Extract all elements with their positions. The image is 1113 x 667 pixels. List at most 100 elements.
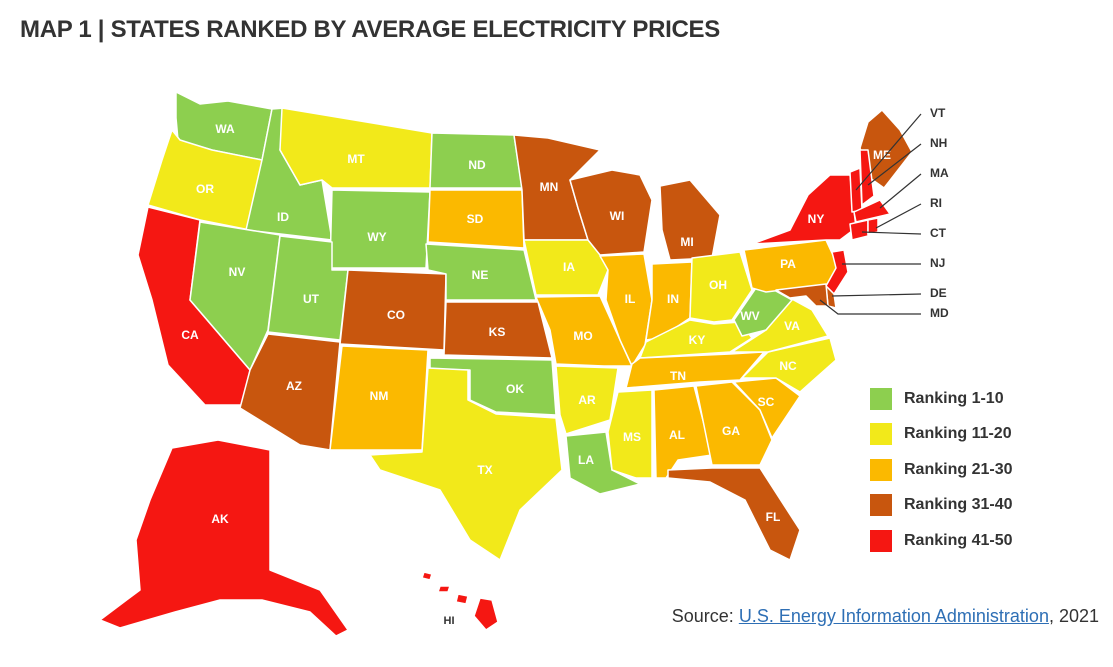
label-IL: IL [625,292,636,306]
label-SC: SC [758,395,775,409]
state-MD[interactable] [775,283,829,307]
leader-DE [831,293,922,297]
source-suffix: , 2021 [1048,606,1099,626]
label-LA: LA [578,453,594,467]
legend-swatch [870,387,892,410]
state-HI-island-4[interactable] [421,571,433,581]
label-HI: HI [444,615,455,627]
callout-MD: MD [930,306,949,320]
leader-VT [855,113,922,191]
state-HI[interactable] [473,597,499,631]
label-KY: KY [689,333,706,347]
legend-label: Ranking 31-40 [904,496,1013,514]
label-WV: WV [740,309,759,323]
state-HI-island-2[interactable] [455,593,469,605]
label-SD: SD [467,212,484,226]
label-AL: AL [669,428,685,442]
state-MA[interactable] [853,199,891,223]
leader-NH [867,143,922,186]
legend-label: Ranking 1-10 [904,389,1004,407]
leader-CT [861,231,922,235]
state-WI[interactable] [569,169,653,256]
state-RI[interactable] [867,217,879,235]
state-HI-island-3[interactable] [437,585,451,593]
legend-swatch [870,423,892,446]
label-FL: FL [766,510,781,524]
label-WA: WA [215,122,235,136]
label-PA: PA [780,257,796,271]
legend-item: Ranking 21-30 [870,452,1012,488]
state-CT[interactable] [849,219,869,241]
callout-MA: MA [930,166,949,180]
label-UT: UT [303,292,320,306]
legend-label: Ranking 41-50 [904,531,1013,549]
label-AK: AK [211,512,229,526]
state-NE[interactable] [425,243,537,301]
callout-CT: CT [930,226,947,240]
label-IN: IN [667,292,679,306]
label-MS: MS [623,430,641,444]
label-NE: NE [472,268,489,282]
state-SD[interactable] [427,189,525,249]
state-TX[interactable] [369,367,563,561]
label-MT: MT [347,152,365,166]
label-CO: CO [387,308,405,322]
source-note: Source: U.S. Energy Information Administ… [672,606,1099,627]
legend-swatch [870,458,892,481]
leader-RI [875,203,922,229]
label-KS: KS [489,325,506,339]
state-NY[interactable] [751,174,857,245]
legend-label: Ranking 11-20 [904,425,1012,443]
legend-item: Ranking 11-20 [870,417,1012,453]
state-MO[interactable] [535,295,633,367]
callout-NH: NH [930,136,947,150]
callout-VT: VT [930,106,946,120]
label-AR: AR [578,393,596,407]
label-ND: ND [468,158,486,172]
state-WY[interactable] [329,189,431,269]
label-OK: OK [506,382,524,396]
legend: Ranking 1-10 Ranking 11-20 Ranking 21-30… [870,381,1012,559]
label-OR: OR [196,182,214,196]
label-OH: OH [709,278,727,292]
source-link[interactable]: U.S. Energy Information Administration [738,606,1049,626]
legend-item: Ranking 1-10 [870,381,1012,417]
label-AZ: AZ [286,379,302,393]
state-GA[interactable] [695,381,773,466]
callout-NJ: NJ [930,256,945,270]
state-AR[interactable] [555,365,619,435]
label-ME: ME [873,148,891,162]
state-MS[interactable] [607,389,653,479]
state-IA[interactable] [523,239,609,296]
state-AL[interactable] [653,385,713,479]
label-MI: MI [680,235,693,249]
legend-item: Ranking 31-40 [870,488,1012,524]
state-MT[interactable] [279,107,433,189]
legend-swatch [870,494,892,517]
label-WI: WI [610,209,625,223]
state-KS[interactable] [443,301,553,359]
state-FL[interactable] [667,467,801,561]
label-IA: IA [563,260,575,274]
callout-DE: DE [930,286,947,300]
map-title: MAP 1 | STATES RANKED BY AVERAGE ELECTRI… [20,16,720,43]
source-prefix: Source: [671,606,739,626]
label-NM: NM [370,389,389,403]
label-GA: GA [722,424,740,438]
legend-swatch [870,529,892,552]
state-OH[interactable] [689,251,753,323]
state-TN[interactable] [625,351,765,389]
callout-RI: RI [930,196,942,210]
label-TN: TN [670,369,686,383]
legend-item: Ranking 41-50 [870,523,1012,559]
state-LA[interactable] [565,431,641,495]
label-WY: WY [367,230,386,244]
state-NM[interactable] [329,345,429,451]
state-NV[interactable] [189,221,281,371]
label-CA: CA [181,328,199,342]
leader-MA [879,173,922,209]
state-AK[interactable] [99,439,349,637]
leader-MD [819,299,921,315]
label-TX: TX [477,463,492,477]
